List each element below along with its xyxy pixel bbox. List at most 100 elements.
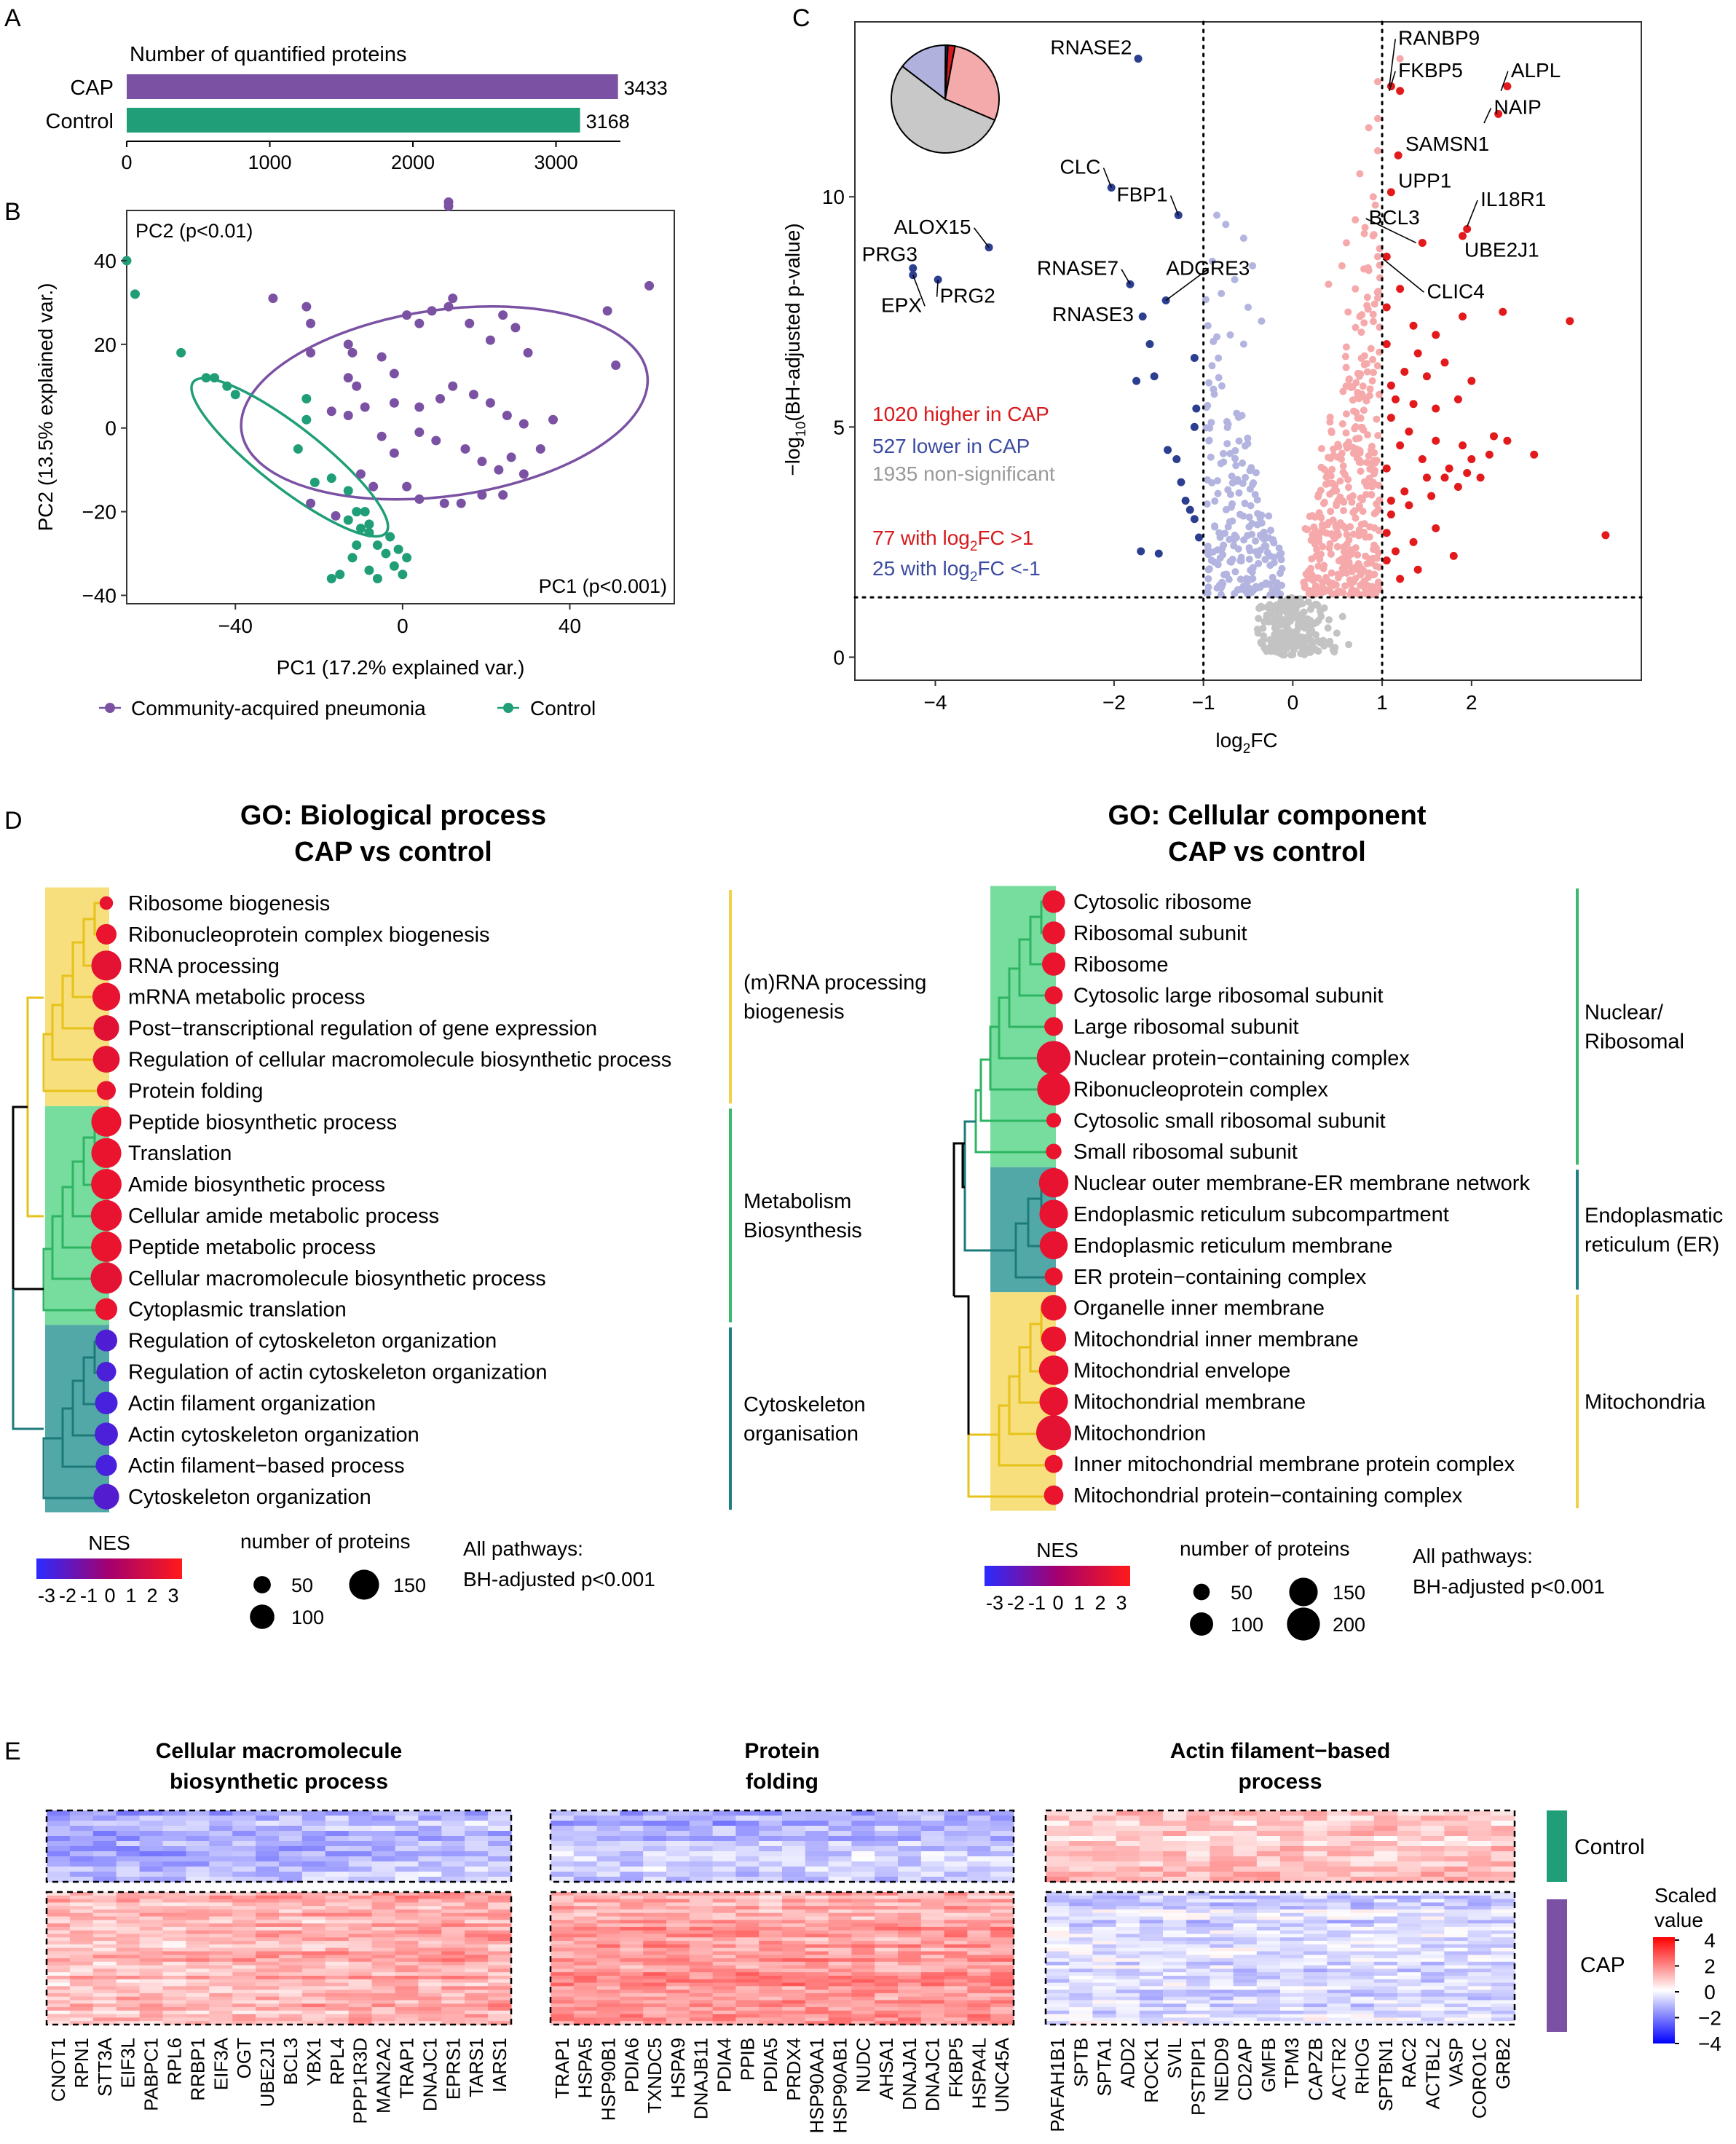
cap-heat-cell: [301, 1947, 326, 1952]
higher-in-cap-point: [1346, 523, 1354, 531]
cap-heat-cell: [1116, 1958, 1140, 1963]
cap-heat-cell: [1350, 1930, 1375, 1935]
control-heat-cell: [256, 1826, 280, 1832]
control-heat-cell: [805, 1856, 829, 1862]
strongly-lower-point: [1132, 377, 1141, 385]
cap-heat-cell: [162, 1941, 186, 1945]
control-heat-cell: [944, 1867, 968, 1872]
cap-heat-cell: [1327, 1926, 1352, 1931]
lower-in-cap-point: [1239, 340, 1247, 348]
control-heat-cell: [1327, 1826, 1352, 1832]
gene-label: CLIC4: [1427, 280, 1484, 302]
gene-column-label: PPIB: [736, 2038, 758, 2081]
cap-heat-cell: [759, 1930, 783, 1935]
cap-heat-cell: [828, 1968, 852, 1973]
cap-heat-cell: [643, 1895, 667, 1900]
higher-in-cap-point: [1317, 463, 1325, 471]
control-heat-cell: [47, 1841, 71, 1847]
control-sample-point: [293, 444, 303, 454]
cap-heat-cell: [139, 1930, 164, 1935]
cap-heat-cell: [92, 1926, 117, 1931]
lower-in-cap-point: [1205, 436, 1213, 444]
cap-heat-cell: [162, 1909, 186, 1914]
cap-heat-cell: [851, 2021, 875, 2025]
cap-heat-cell: [596, 1930, 620, 1935]
cap-heat-cell: [1233, 1965, 1258, 1969]
cap-heat-cell: [1046, 1951, 1070, 1955]
cap-sample-point: [494, 465, 504, 475]
gene-label: ALPL: [1511, 59, 1561, 82]
cap-heat-cell: [596, 1926, 620, 1931]
cap-heat-cell: [990, 1972, 1014, 1976]
cap-heat-cell: [666, 1990, 690, 1994]
control-heat-cell: [1092, 1816, 1117, 1821]
control-heat-cell: [551, 1872, 575, 1877]
term-dot: [1042, 921, 1065, 945]
cap-heat-cell: [1092, 1930, 1117, 1935]
cap-heat-cell: [689, 2000, 714, 2004]
cap-heat-cell: [1491, 1906, 1515, 1910]
higher-in-cap-point: [1339, 507, 1347, 515]
cap-heat-cell: [325, 1902, 350, 1907]
cap-heat-cell: [1256, 1996, 1281, 2001]
gene-column-label: EIF3L: [117, 2038, 139, 2088]
control-heat-cell: [944, 1877, 968, 1883]
cap-heat-cell: [735, 1993, 760, 1998]
cap-heat-cell: [1444, 1975, 1469, 1980]
cap-heat-cell: [666, 1920, 690, 1924]
cap-heat-cell: [92, 1906, 117, 1910]
control-heat-cell: [782, 1856, 806, 1862]
cap-heat-cell: [1046, 1926, 1070, 1931]
control-heat-cell: [712, 1867, 736, 1872]
control-heat-cell: [805, 1810, 829, 1816]
cap-heat-cell: [465, 2021, 489, 2025]
cap-heat-cell: [805, 1906, 829, 1910]
cap-heat-cell: [735, 2010, 760, 2015]
cap-heat-cell: [465, 1934, 489, 1938]
lower-in-cap-point: [1219, 580, 1227, 588]
cap-heat-cell: [69, 1923, 94, 1928]
cap-heat-cell: [1303, 2017, 1327, 2022]
cap-heat-cell: [851, 1979, 875, 1984]
cluster-band: [45, 1325, 109, 1513]
higher-in-cap-point: [1370, 300, 1378, 308]
control-heat-cell: [69, 1810, 94, 1816]
cap-heat-cell: [418, 1958, 442, 1963]
cap-heat-cell: [348, 1996, 373, 2001]
cap-heat-cell: [782, 1937, 806, 1942]
cap-heat-cell: [1163, 1930, 1187, 1935]
control-heat-cell: [1046, 1872, 1070, 1877]
control-heat-cell: [279, 1861, 303, 1867]
cap-heat-cell: [209, 2014, 233, 2019]
cap-heat-cell: [967, 1934, 991, 1938]
cap-heat-cell: [805, 1934, 829, 1938]
cap-heat-cell: [620, 1899, 644, 1903]
higher-in-cap-point: [1342, 343, 1350, 351]
control-heat-cell: [162, 1861, 186, 1867]
nonsignificant-protein-point: [1273, 628, 1281, 636]
control-heat-cell: [851, 1846, 875, 1852]
control-heat-cell: [875, 1831, 899, 1837]
size-legend-dot: [349, 1569, 379, 1600]
cap-heat-cell: [990, 1899, 1014, 1903]
cap-heat-cell: [186, 2010, 210, 2015]
control-heat-cell: [551, 1851, 575, 1857]
cap-heat-cell: [1163, 1944, 1187, 1949]
lower-in-cap-point: [1211, 497, 1219, 505]
cap-heat-cell: [1116, 1923, 1140, 1928]
cap-heat-cell: [1163, 1990, 1187, 1994]
higher-in-cap-point: [1322, 573, 1330, 581]
gene-column-label: STT3A: [94, 2037, 116, 2097]
cap-heat-cell: [371, 1926, 396, 1931]
volcano-stats-text: 1020 higher in CAP 527 lower in CAP 1935…: [872, 403, 1055, 585]
control-heat-cell: [1256, 1861, 1281, 1867]
control-heat-cell: [1069, 1877, 1093, 1883]
strongly-higher-point: [1392, 395, 1400, 403]
cap-heat-cell: [1397, 1979, 1421, 1984]
cap-heat-cell: [596, 1986, 620, 1990]
cap-heat-cell: [782, 2021, 806, 2025]
bar-value-label: 3433: [624, 77, 668, 99]
cap-heat-cell: [418, 1934, 442, 1938]
cap-heat-cell: [782, 1892, 806, 1896]
control-heat-cell: [1444, 1861, 1469, 1867]
